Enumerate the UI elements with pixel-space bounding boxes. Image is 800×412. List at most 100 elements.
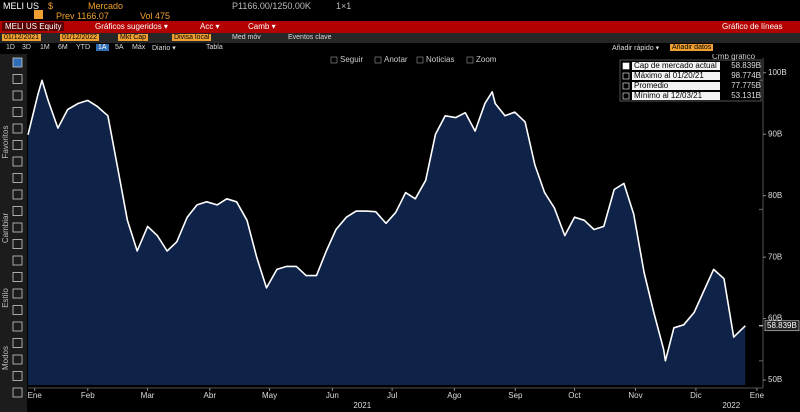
y-tick-label: 80B <box>768 191 782 200</box>
tool-icon <box>374 56 382 64</box>
top-bar: MELI US $ Mercado P1166.00/1250.00K 1×1 … <box>0 0 800 21</box>
tool-icon <box>12 321 23 332</box>
x-tick-label: Jun <box>326 391 339 400</box>
tool-icon <box>12 123 23 134</box>
legend-label: Cap de mercado actual <box>634 61 717 70</box>
x-tick-label: Ene <box>750 391 765 400</box>
moving-average[interactable]: Med móv <box>232 34 261 41</box>
chart-change[interactable]: Cmb gráfico <box>712 52 756 61</box>
chart-tool[interactable]: Anotar <box>384 55 408 64</box>
period[interactable]: 3D <box>22 44 31 51</box>
size: 1×1 <box>336 1 352 11</box>
security-input[interactable]: MELI US Equity <box>2 22 65 31</box>
x-group-label: 2021 <box>353 401 371 410</box>
currency: $ <box>48 1 54 11</box>
x-group-label: 2022 <box>722 401 740 410</box>
add-data[interactable]: Añadir datos <box>670 44 714 51</box>
period[interactable]: 5A <box>115 44 124 51</box>
period[interactable]: 1D <box>6 44 15 51</box>
legend-value: 98.774B <box>731 71 761 80</box>
settings-bar: 01/12/2021 01/12/2022 Mkt Cap Divisa loc… <box>0 33 800 43</box>
x-tick-label: Jul <box>387 391 397 400</box>
legend-label-bg <box>632 82 720 90</box>
legend-swatch <box>622 62 630 70</box>
period[interactable]: Máx <box>132 44 146 51</box>
period-selected[interactable]: 1A <box>96 44 109 51</box>
x-tick-label: Ene <box>28 391 43 400</box>
side-toolbar <box>0 54 27 412</box>
tool-icon <box>12 74 23 84</box>
tool-icon <box>12 140 23 150</box>
chart-tool[interactable]: Seguir <box>340 55 363 64</box>
tool-icon <box>12 387 23 398</box>
area <box>28 80 746 386</box>
end-date[interactable]: 01/12/2022 <box>60 34 100 41</box>
period[interactable]: 6M <box>58 44 68 51</box>
menu-item[interactable]: Acc ▾ <box>200 22 220 31</box>
tool-icon <box>12 222 23 233</box>
tool-icon <box>12 57 23 68</box>
x-tick-label: Dic <box>690 391 702 400</box>
tool-icon <box>12 354 23 365</box>
side-label: Cambiar <box>1 213 10 244</box>
tool-icon <box>12 288 23 299</box>
x-tick-label: Nov <box>628 391 642 400</box>
legend-value: 58.839B <box>731 61 761 70</box>
table[interactable]: Tabla <box>206 44 223 51</box>
chart-kind: Gráfico de líneas <box>722 22 783 31</box>
tool-icon <box>12 206 23 216</box>
y-tick-label: 100B <box>768 68 787 77</box>
tool-icon <box>12 173 23 183</box>
x-tick-label: Abr <box>204 391 217 400</box>
legend-label-bg <box>632 92 720 100</box>
tool-icon <box>466 56 474 64</box>
legend-value: 77.775B <box>731 81 761 90</box>
x-tick-label: Oct <box>568 391 581 400</box>
tool-icon <box>12 255 23 266</box>
legend-swatch <box>622 92 630 100</box>
x-tick-label: Sep <box>508 391 523 400</box>
logo-icon <box>34 10 43 19</box>
side-label: Modos <box>1 346 10 370</box>
x-tick-label: Ago <box>447 391 462 400</box>
menu-item[interactable]: Gráficos sugeridos ▾ <box>95 22 168 31</box>
field[interactable]: Mkt Cap <box>118 34 149 41</box>
legend-label: Máximo al 01/20/21 <box>634 71 704 80</box>
y-tick-label: 70B <box>768 252 782 261</box>
legend-label: Promedio <box>634 81 669 90</box>
key-events[interactable]: Eventos clave <box>288 34 332 41</box>
tool-icon <box>12 338 23 348</box>
tool-icon <box>12 90 23 101</box>
tool-icon <box>12 107 23 117</box>
start-date[interactable]: 01/12/2021 <box>2 34 42 41</box>
tool-icon <box>12 156 23 167</box>
last-value-label: 58.839B <box>767 321 797 330</box>
x-tick-label: Mar <box>141 391 155 400</box>
tool-icon <box>416 56 424 64</box>
period[interactable]: YTD <box>76 44 90 51</box>
quick-add[interactable]: Añadir rápido ▾ <box>612 45 660 52</box>
y-tick-label: 60B <box>768 314 782 323</box>
tool-icon <box>12 272 23 282</box>
legend-label-bg <box>632 72 720 80</box>
period[interactable]: 1M <box>40 44 50 51</box>
menu-item[interactable]: Camb ▾ <box>248 22 276 31</box>
tool-icon <box>12 305 23 315</box>
tool-icon <box>12 371 23 381</box>
line <box>27 79 746 362</box>
legend-label-bg <box>632 62 720 70</box>
legend-swatch <box>622 82 630 90</box>
side-label: Favoritos <box>1 126 10 159</box>
chart-tool[interactable]: Zoom <box>476 55 497 64</box>
y-tick-label: 50B <box>768 375 782 384</box>
last-value-tag <box>764 320 800 332</box>
market: Mercado <box>88 1 124 11</box>
tool-icon <box>12 239 23 249</box>
x-tick-label: May <box>262 391 277 400</box>
currency-select[interactable]: Divisa local <box>172 34 212 41</box>
frequency[interactable]: Diario ▾ <box>152 45 176 52</box>
ticker: MELI US <box>3 1 40 11</box>
chart-tool[interactable]: Noticias <box>426 55 454 64</box>
